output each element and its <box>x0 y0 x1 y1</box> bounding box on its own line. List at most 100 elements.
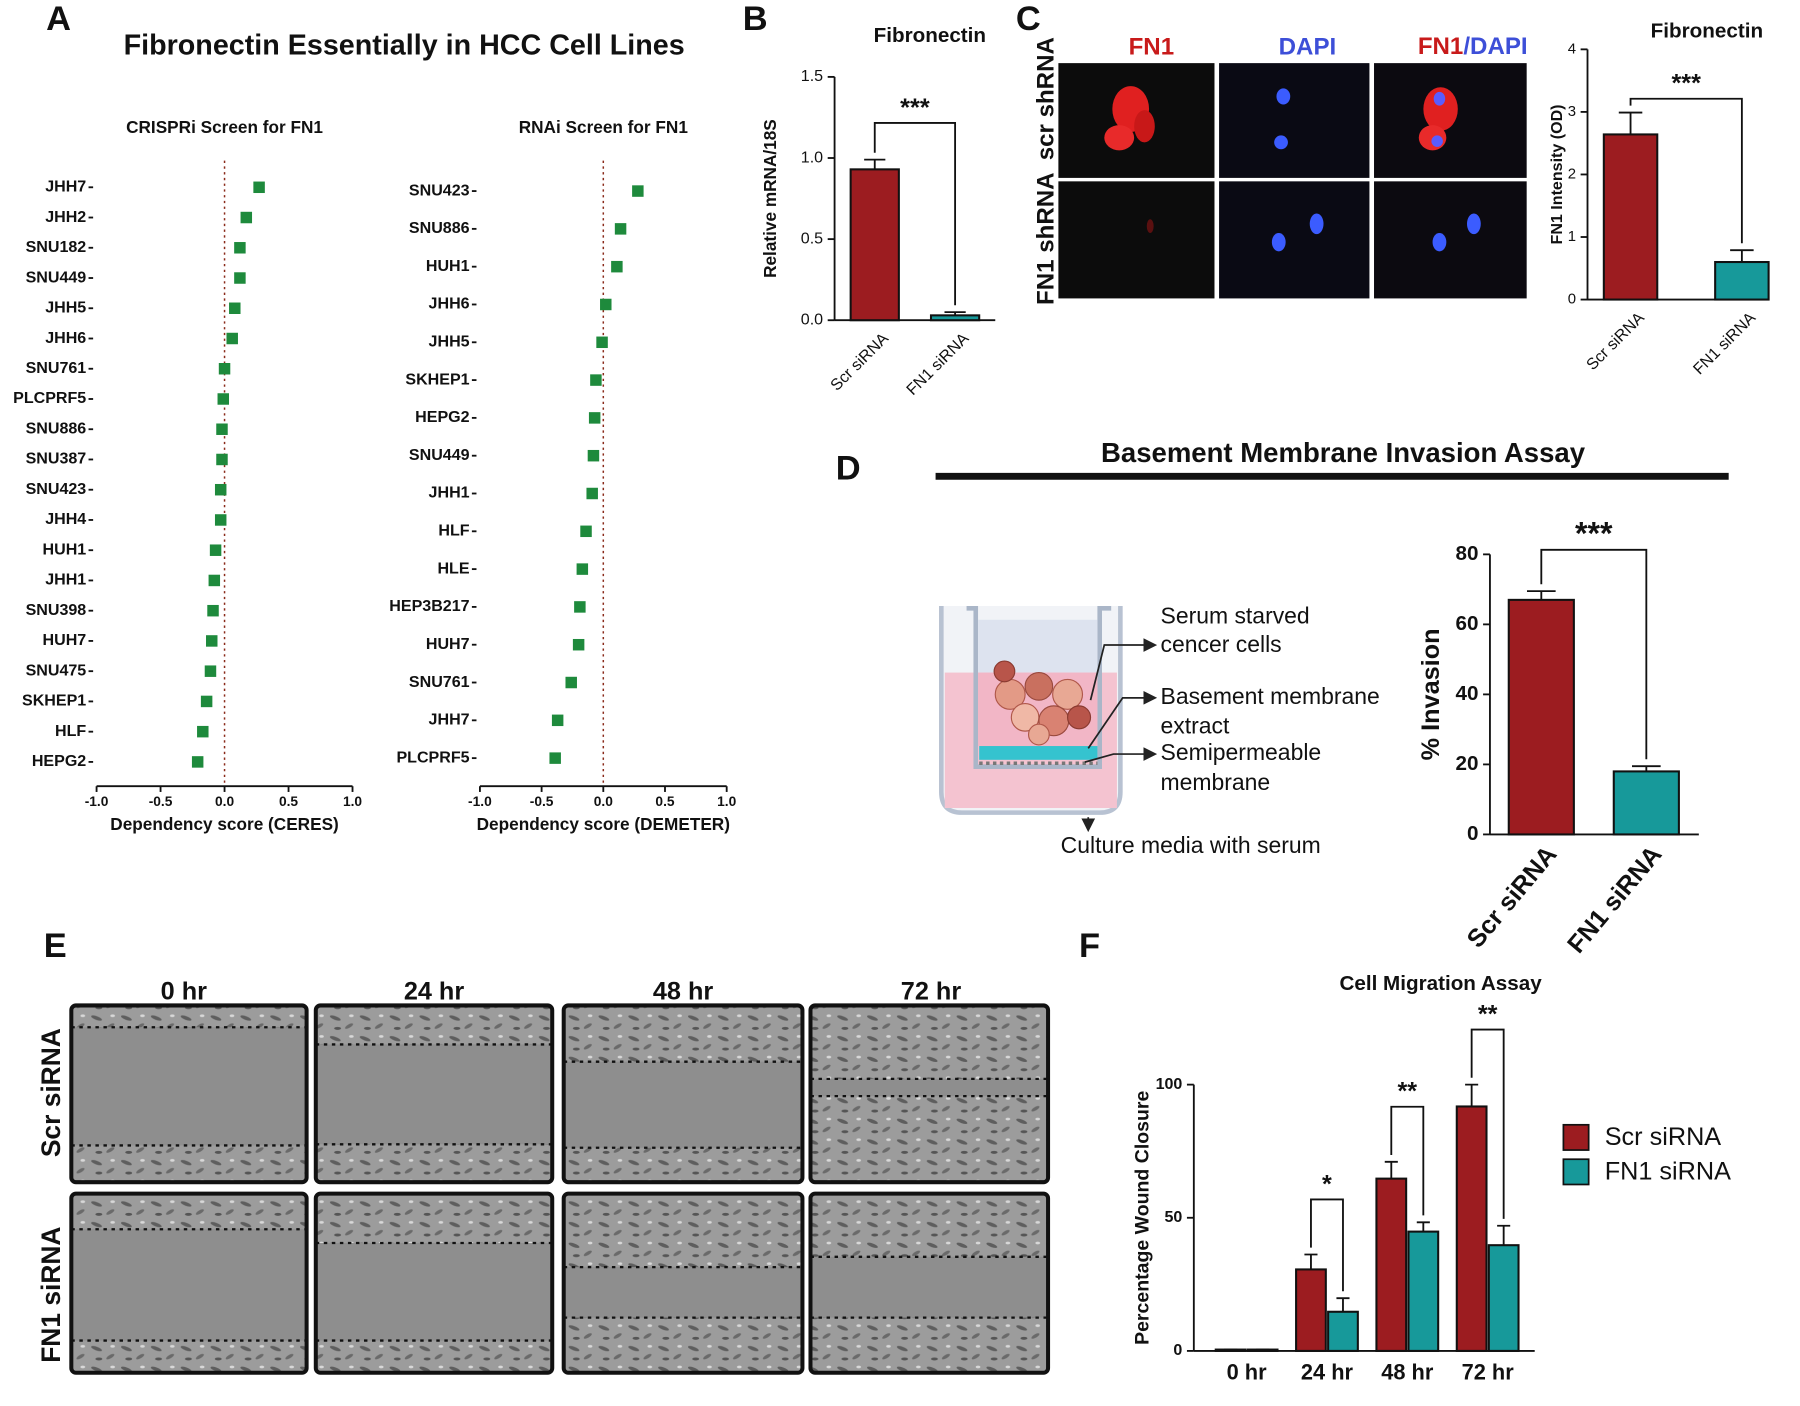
image-frame <box>808 1191 1051 1375</box>
y-tick-label: 3 <box>1568 103 1576 120</box>
y-tick-label: 0.5 <box>801 229 823 247</box>
nucleus <box>1431 135 1443 147</box>
cell-layer <box>71 1193 307 1230</box>
y-tick-label: SNU449 <box>26 268 87 286</box>
cell <box>1066 705 1092 730</box>
bar <box>1327 1310 1359 1352</box>
column-label: 72 hr <box>901 977 962 1005</box>
y-axis-label: % Invasion <box>1417 628 1445 760</box>
error-bar <box>1730 249 1754 263</box>
legend-label: FN1 siRNA <box>1605 1158 1731 1186</box>
dot <box>576 563 589 575</box>
cell-stain <box>1146 219 1154 233</box>
error-bar <box>1497 1224 1511 1246</box>
pointer <box>1084 747 1158 763</box>
significance-label: ** <box>1478 1000 1498 1028</box>
y-tick-label: 80 <box>1455 542 1478 565</box>
x-axis-label: Dependency score (CERES) <box>110 814 338 834</box>
y-tick-label: HUH7 <box>426 635 470 653</box>
cell-stain <box>1134 110 1155 143</box>
x-tick-label: 48 hr <box>1381 1360 1434 1385</box>
diagram-label: Culture media with serum <box>1061 832 1321 858</box>
bar <box>1407 1230 1440 1352</box>
nucleus <box>1432 232 1447 252</box>
y-tick-label: JHH4 <box>45 510 86 528</box>
cell-stain <box>1104 125 1135 151</box>
y-tick-label: SNU387 <box>26 450 87 468</box>
error-bar <box>1618 111 1643 135</box>
dot <box>216 453 228 466</box>
y-tick-label: 4 <box>1568 40 1576 57</box>
x-tick-label: Scr siRNA <box>1462 841 1563 954</box>
x-tick-label: FN1 siRNA <box>1562 841 1667 959</box>
diagram-label: Serum starved <box>1161 603 1310 629</box>
x-tick-label: 72 hr <box>1462 1360 1515 1385</box>
y-tick-label: JHH1 <box>45 571 86 589</box>
transwell-diagram <box>939 606 1158 833</box>
pointer <box>1087 690 1158 749</box>
dot <box>200 695 213 708</box>
chart-title: Fibronectin <box>874 24 986 47</box>
x-tick-label: -0.5 <box>149 794 173 809</box>
dot <box>596 336 608 349</box>
panel-label: E <box>44 927 67 965</box>
dot <box>614 223 627 235</box>
legend-swatch <box>1562 1158 1590 1186</box>
y-tick-label: SKHEP1 <box>405 370 469 388</box>
nucleus <box>1271 232 1286 252</box>
y-tick-label: 100 <box>1156 1075 1183 1093</box>
panel-label: C <box>1016 0 1041 38</box>
dot <box>208 574 221 587</box>
dot <box>216 423 228 435</box>
cell-layer <box>810 1193 1049 1257</box>
dot <box>218 363 231 375</box>
y-tick-label: SNU423 <box>26 480 87 498</box>
image <box>1219 63 1370 178</box>
image-frame <box>561 1003 805 1185</box>
cell-layer <box>71 1005 307 1028</box>
cell <box>1052 678 1084 710</box>
cell-layer <box>563 1193 803 1268</box>
cell <box>993 660 1016 683</box>
diagram-label: extract <box>1161 713 1230 739</box>
label-part: FN1 <box>1418 34 1464 61</box>
pointer <box>1089 638 1158 701</box>
cell-layer <box>71 1340 307 1373</box>
image <box>1058 181 1215 299</box>
error-bar <box>1384 1160 1398 1179</box>
dot <box>600 298 612 311</box>
cell-layer <box>315 1340 553 1373</box>
y-tick-label: HEPG2 <box>415 408 469 426</box>
y-tick-label: 40 <box>1455 682 1478 705</box>
chart-title: Fibronectin <box>1651 20 1763 43</box>
y-tick-label: SNU475 <box>26 661 87 679</box>
dot <box>206 635 218 647</box>
panel-title: Fibronectin Essentially in HCC Cell Line… <box>124 30 685 62</box>
y-tick-label: SNU886 <box>409 219 470 237</box>
dot <box>588 412 601 424</box>
column-label: FN1/DAPI <box>1418 34 1528 61</box>
significance-bracket <box>1629 97 1743 244</box>
panel-label: F <box>1079 927 1100 965</box>
cell-layer <box>315 1005 553 1045</box>
panel-label: D <box>836 450 861 488</box>
microscopy-grid <box>1058 63 1527 299</box>
y-tick-label: SKHEP1 <box>22 692 86 710</box>
x-tick-label: -1.0 <box>85 794 109 809</box>
y-tick-label: HLF <box>438 522 469 540</box>
x-tick-label: 0 hr <box>1227 1360 1267 1385</box>
dot <box>217 393 230 405</box>
image-frame <box>69 1191 309 1375</box>
y-tick-label: SNU761 <box>409 673 470 691</box>
y-tick-label: 20 <box>1455 752 1478 775</box>
cell <box>1024 672 1054 701</box>
diagram-label: Basement membrane <box>1161 683 1380 709</box>
image <box>1219 181 1370 299</box>
y-tick-label: 1 <box>1568 228 1576 245</box>
error-bar <box>1304 1253 1318 1270</box>
dot <box>209 544 222 556</box>
row-label: Scr siRNA <box>36 1028 66 1157</box>
bar <box>1507 598 1575 836</box>
error-bar <box>1526 590 1556 600</box>
